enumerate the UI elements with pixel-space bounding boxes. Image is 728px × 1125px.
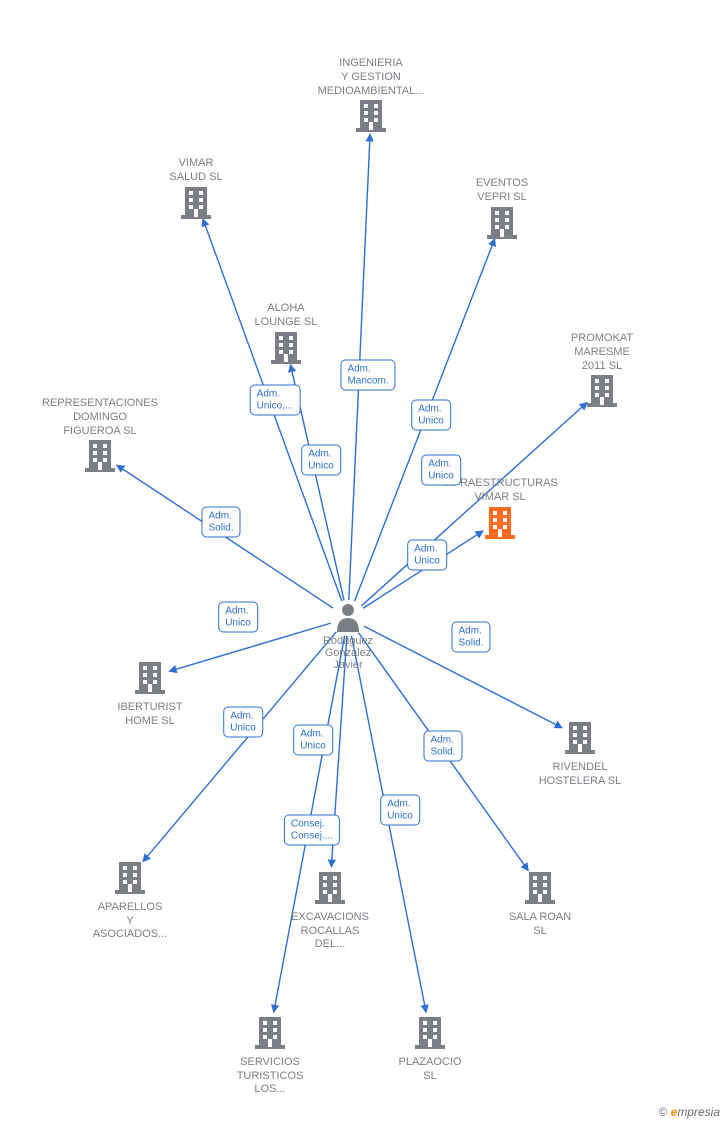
company-node-excavacions[interactable]: EXCAVACIONSROCALLASDEL...: [260, 870, 400, 952]
edge-label: Adm. Unico: [421, 455, 461, 486]
edge-label: Adm. Unico: [301, 445, 341, 476]
center-label: RodriguezGonzalezJavier: [288, 635, 408, 671]
company-label: ALOHALOUNGE SL: [216, 302, 356, 330]
building-icon: [487, 205, 517, 244]
edge-label: Adm. Unico: [293, 725, 333, 756]
company-node-iberturist[interactable]: IBERTURISTHOME SL: [80, 660, 220, 728]
edge-label: Adm. Solid.: [423, 731, 462, 762]
company-label: PLAZAOCIOSL: [360, 1056, 500, 1084]
copyright: © empresia: [658, 1105, 720, 1119]
edge-label: Adm. Unico: [380, 795, 420, 826]
building-icon: [565, 720, 595, 759]
building-icon: [356, 98, 386, 137]
company-label: REPRESENTACIONESDOMINGOFIGUEROA SL: [30, 397, 170, 438]
edge-label: Adm. Unico: [223, 707, 263, 738]
building-icon: [115, 860, 145, 899]
building-icon: [85, 438, 115, 477]
company-node-salaroan[interactable]: SALA ROANSL: [470, 870, 610, 938]
center-person-node[interactable]: RodriguezGonzalezJavier: [288, 602, 408, 671]
building-icon: [485, 505, 515, 544]
diagram-canvas: [0, 0, 728, 1125]
edge-label: Adm. Solid.: [201, 507, 240, 538]
building-icon: [415, 1015, 445, 1054]
company-node-vimar[interactable]: VIMARSALUD SL: [126, 155, 266, 223]
company-label: PROMOKATMARESME2011 SL: [532, 332, 672, 373]
company-label: INGENIERIAY GESTIONMEDIOAMBIENTAL...: [301, 57, 441, 98]
company-label: EVENTOSVEPRI SL: [432, 177, 572, 205]
building-icon: [181, 185, 211, 224]
company-label: VIMARSALUD SL: [126, 157, 266, 185]
building-icon: [135, 660, 165, 699]
company-node-plazaocio[interactable]: PLAZAOCIOSL: [360, 1015, 500, 1083]
edge-label: Adm. Unico,...: [250, 385, 301, 416]
edge-label: Adm. Unico: [218, 602, 258, 633]
company-label: SALA ROANSL: [470, 911, 610, 939]
building-icon: [587, 373, 617, 412]
company-node-aparellos[interactable]: APARELLOSYASOCIADOS...: [60, 860, 200, 942]
edge-label: Adm. Solid.: [451, 622, 490, 653]
company-node-rivendel[interactable]: RIVENDELHOSTELERA SL: [510, 720, 650, 788]
edge-label: Adm. Unico: [411, 400, 451, 431]
edge-label: Adm. Unico: [407, 540, 447, 571]
brand-rest: mpresia: [677, 1105, 720, 1119]
building-icon: [525, 870, 555, 909]
company-node-eventos[interactable]: EVENTOSVEPRI SL: [432, 175, 572, 243]
building-icon: [271, 330, 301, 369]
company-label: RIVENDELHOSTELERA SL: [510, 761, 650, 789]
copyright-symbol: ©: [658, 1105, 667, 1119]
person-icon: [335, 623, 361, 635]
company-node-ingenieria[interactable]: INGENIERIAY GESTIONMEDIOAMBIENTAL...: [301, 55, 441, 137]
edge-label: Adm. Mancom.: [340, 360, 395, 391]
company-node-servicios[interactable]: SERVICIOSTURISTICOSLOS...: [200, 1015, 340, 1097]
company-label: IBERTURISTHOME SL: [80, 701, 220, 729]
company-label: SERVICIOSTURISTICOSLOS...: [200, 1056, 340, 1097]
company-label: EXCAVACIONSROCALLASDEL...: [260, 911, 400, 952]
building-icon: [255, 1015, 285, 1054]
company-node-aloha[interactable]: ALOHALOUNGE SL: [216, 300, 356, 368]
company-label: APARELLOSYASOCIADOS...: [60, 901, 200, 942]
company-node-promokat[interactable]: PROMOKATMARESME2011 SL: [532, 330, 672, 412]
edge-label: Consej. Consej....: [284, 815, 340, 846]
company-node-representaciones[interactable]: REPRESENTACIONESDOMINGOFIGUEROA SL: [30, 395, 170, 477]
building-icon: [315, 870, 345, 909]
